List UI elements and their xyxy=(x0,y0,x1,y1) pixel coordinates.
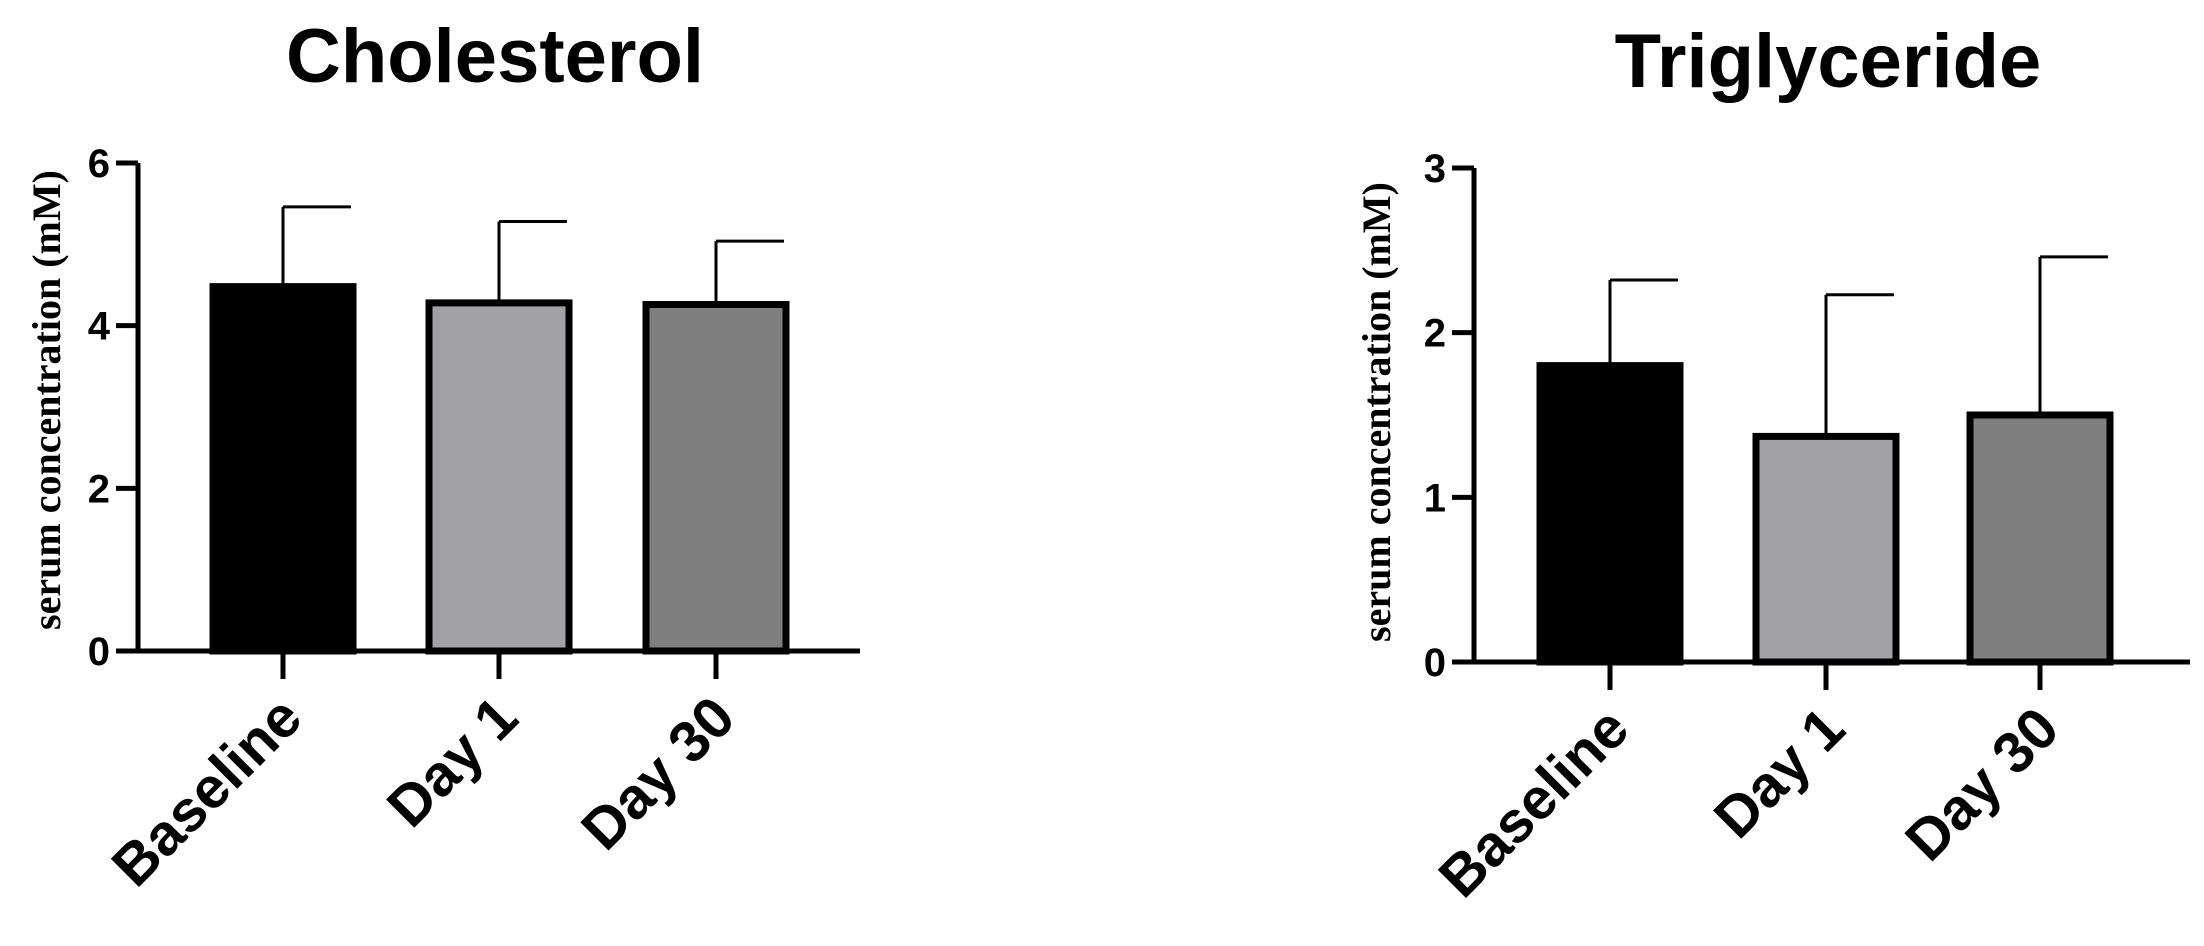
y-tick-label: 4 xyxy=(88,305,111,349)
x-tick-label: Day 1 xyxy=(375,684,530,839)
y-tick-label: 2 xyxy=(1424,312,1446,356)
x-tick-label: Day 30 xyxy=(1893,695,2071,873)
chart-marks: 0 2 4 6 Baseline Day 1 Day 30 xyxy=(88,142,790,899)
bar xyxy=(209,283,357,655)
x-tick-label: Day 1 xyxy=(1702,695,1857,850)
chart-title: Triglyceride xyxy=(1615,19,2042,104)
bar xyxy=(1966,411,2114,666)
bar xyxy=(642,301,790,655)
y-tick-label: 0 xyxy=(1424,641,1446,685)
bar xyxy=(425,299,573,655)
y-tick-label: 0 xyxy=(88,630,110,674)
y-tick-label: 2 xyxy=(88,467,110,511)
chart-marks: 0 1 2 3 Baseline Day 1 Day 30 xyxy=(1424,147,2114,910)
cholesterol-chart: Cholesterol serum concentration (mM) 0 2 4… xyxy=(24,14,860,899)
triglyceride-chart: Triglyceride serum concentration (mM) 0 1… xyxy=(1354,19,2190,910)
y-tick-label: 6 xyxy=(88,142,110,186)
x-tick-label: Day 30 xyxy=(569,684,747,862)
y-tick-label: 1 xyxy=(1424,476,1446,520)
y-axis-label: serum concentration (mM) xyxy=(1354,182,1399,642)
bar xyxy=(1536,362,1684,666)
chart-title: Cholesterol xyxy=(286,14,704,99)
bar xyxy=(1752,432,1900,666)
y-tick-label: 3 xyxy=(1424,147,1446,191)
y-axis-label: serum concentration (mM) xyxy=(24,170,69,630)
x-tick-label: Baseline xyxy=(100,684,315,899)
x-tick-label: Baseline xyxy=(1427,695,1642,910)
